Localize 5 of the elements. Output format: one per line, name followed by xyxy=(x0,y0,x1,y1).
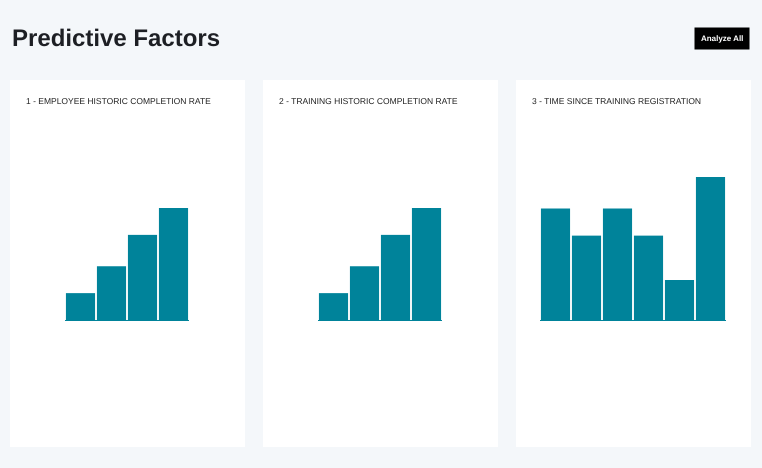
text: Analyze All xyxy=(701,34,744,43)
chart-title: 1 - EMPLOYEE HISTORIC COMPLETION RATE xyxy=(26,96,212,106)
chart-title: 3 - TIME SINCE TRAINING REGISTRATION xyxy=(532,96,702,106)
text: Predictive Factors xyxy=(12,25,220,52)
chart-title: 2 - TRAINING HISTORIC COMPLETION RATE xyxy=(279,96,458,106)
